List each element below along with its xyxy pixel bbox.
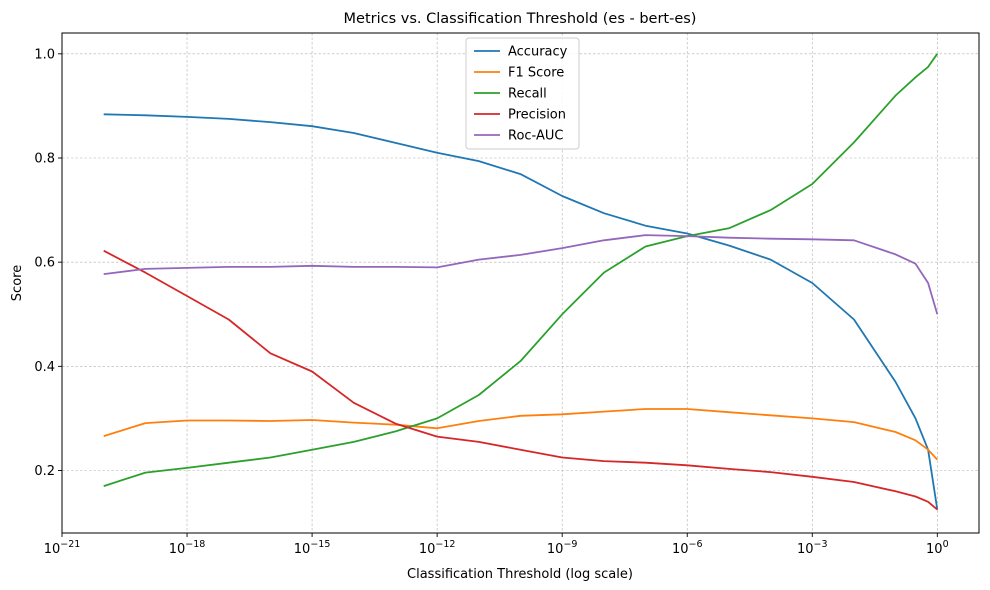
y-axis-label: Score <box>10 265 25 301</box>
series-line-accuracy <box>103 113 939 510</box>
x-tick-base: 10 <box>419 542 436 557</box>
x-tick-exponent: −12 <box>435 539 455 550</box>
x-tick-base: 10 <box>797 542 814 557</box>
y-axis-ticks: 0.2 0.4 0.6 0.8 1.0 <box>34 47 62 479</box>
x-axis-ticks: 10−21 10−18 10−15 10−12 10−9 10−6 10−3 100 <box>44 533 949 557</box>
series-line-recall <box>103 53 939 487</box>
x-tick-label: 10−12 <box>419 539 456 557</box>
y-tick-label: 0.8 <box>34 152 55 167</box>
x-tick-exponent: −9 <box>563 539 577 550</box>
x-tick-exponent: 0 <box>943 539 949 550</box>
y-tick-label: 1.0 <box>34 47 55 62</box>
x-axis-label: Classification Threshold (log scale) <box>407 567 633 582</box>
legend-frame <box>465 37 580 150</box>
legend-label-roc-auc: Roc-AUC <box>508 129 563 144</box>
x-tick-label: 10−6 <box>672 539 703 557</box>
legend-label-accuracy: Accuracy <box>508 45 568 60</box>
x-tick-base: 10 <box>926 542 943 557</box>
x-tick-exponent: −18 <box>185 539 205 550</box>
x-tick-exponent: −3 <box>814 539 828 550</box>
legend-label-recall: Recall <box>508 87 547 102</box>
series-line-precision <box>103 249 938 511</box>
y-tick-label: 0.6 <box>34 256 55 271</box>
series-line-roc-auc <box>103 234 939 315</box>
chart-title: Metrics vs. Classification Threshold (es… <box>344 11 697 27</box>
legend-label-f1-score: F1 Score <box>508 66 564 81</box>
x-tick-label: 100 <box>926 539 949 557</box>
series-group <box>103 53 939 511</box>
x-tick-base: 10 <box>672 542 689 557</box>
plot-frame <box>61 32 980 534</box>
x-tick-base: 10 <box>294 542 311 557</box>
y-tick-label: 0.4 <box>34 360 55 375</box>
x-tick-label: 10−15 <box>294 539 331 557</box>
y-tick-label: 0.2 <box>34 464 55 479</box>
x-tick-base: 10 <box>169 542 186 557</box>
x-tick-label: 10−18 <box>169 539 206 557</box>
x-tick-base: 10 <box>547 542 564 557</box>
x-tick-label: 10−9 <box>547 539 578 557</box>
x-tick-exponent: −21 <box>60 539 80 550</box>
x-tick-base: 10 <box>44 542 61 557</box>
x-tick-exponent: −6 <box>688 539 702 550</box>
x-tick-exponent: −15 <box>310 539 330 550</box>
legend-label-precision: Precision <box>508 108 566 123</box>
series-line-f1-score <box>103 408 938 461</box>
x-tick-label: 10−3 <box>797 539 828 557</box>
legend: Accuracy F1 Score Recall Precision Roc-AUC <box>465 37 580 150</box>
x-tick-label: 10−21 <box>44 539 81 557</box>
